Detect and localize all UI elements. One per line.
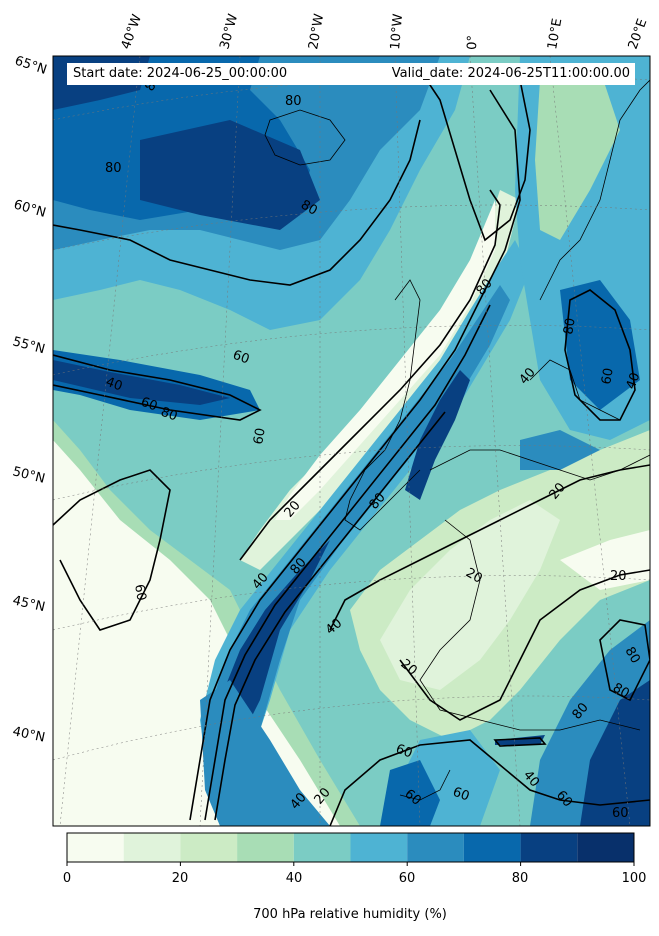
- valid-date-text: Valid_date: 2024-06-25T11:00:00.00: [391, 66, 630, 81]
- svg-text:40: 40: [104, 375, 125, 395]
- svg-text:60: 60: [139, 395, 160, 415]
- colorbar-swatch: [577, 833, 634, 862]
- colorbar-swatch: [520, 833, 578, 862]
- lon-label-0: 0°: [465, 35, 481, 50]
- colorbar-tick-label: 80: [511, 871, 529, 886]
- start-date-text: Start date: 2024-06-25_00:00:00: [73, 66, 288, 81]
- colorbar-swatch: [180, 833, 238, 862]
- svg-text:80: 80: [105, 161, 122, 176]
- lon-label-40w: 40°W: [119, 12, 145, 51]
- colorbar-swatch: [237, 833, 294, 862]
- svg-text:80: 80: [610, 680, 632, 701]
- header-background: [67, 63, 635, 85]
- svg-text:80: 80: [285, 94, 302, 109]
- coastlines: [264, 79, 650, 801]
- colorbar-swatch: [463, 833, 521, 862]
- colorbar-swatch: [350, 833, 408, 862]
- humidity-field: 80 80 80 80 60 60 40 60 80 20 80 40 80 6…: [53, 56, 650, 826]
- svg-text:60: 60: [451, 785, 472, 805]
- lon-label-10w: 10°W: [388, 13, 406, 50]
- colorbar-swatch: [67, 833, 124, 862]
- svg-text:80: 80: [159, 405, 180, 425]
- colorbar: [66, 832, 635, 866]
- lat-label-50n: 50°N: [11, 464, 46, 486]
- colorbar-tick-label: 60: [398, 871, 416, 886]
- svg-text:80: 80: [622, 645, 643, 667]
- map-frame: [52, 55, 651, 827]
- colorbar-frame: [66, 832, 635, 863]
- lat-label-45n: 45°N: [11, 593, 46, 615]
- svg-text:60: 60: [612, 806, 629, 821]
- lat-label-55n: 55°N: [11, 334, 47, 357]
- svg-text:60: 60: [131, 583, 149, 602]
- colorbar-swatch: [293, 833, 351, 862]
- colorbar-tick-label: 0: [62, 871, 72, 886]
- colorbar-tick-label: 20: [171, 871, 189, 886]
- contour-labels: 80 80 80 80 60 60 40 60 80 20 80 40 80 6…: [104, 72, 644, 821]
- svg-text:20: 20: [463, 565, 485, 586]
- svg-text:20: 20: [610, 569, 627, 584]
- svg-text:60: 60: [394, 742, 415, 762]
- colorbar-label: 700 hPa relative humidity (%): [253, 907, 447, 922]
- lon-label-20e: 20°E: [626, 17, 651, 52]
- svg-text:60: 60: [251, 427, 269, 446]
- svg-text:60: 60: [599, 367, 617, 386]
- lon-label-10e: 10°E: [545, 17, 565, 50]
- colorbar-tick-label: 100: [621, 871, 647, 886]
- colorbar-swatch: [123, 833, 181, 862]
- colorbar-swatch: [407, 833, 464, 862]
- lat-label-65n: 65°N: [13, 54, 49, 78]
- svg-text:60: 60: [231, 348, 252, 368]
- svg-text:80: 80: [298, 197, 320, 218]
- svg-text:40: 40: [624, 371, 644, 392]
- contour-lines: [53, 69, 650, 826]
- lat-label-40n: 40°N: [11, 724, 46, 745]
- colorbar-tick-label: 40: [285, 871, 303, 886]
- lon-label-20w: 20°W: [306, 13, 327, 51]
- lat-label-60n: 60°N: [12, 197, 48, 220]
- svg-text:80: 80: [561, 317, 579, 336]
- lon-label-30w: 30°W: [217, 12, 241, 51]
